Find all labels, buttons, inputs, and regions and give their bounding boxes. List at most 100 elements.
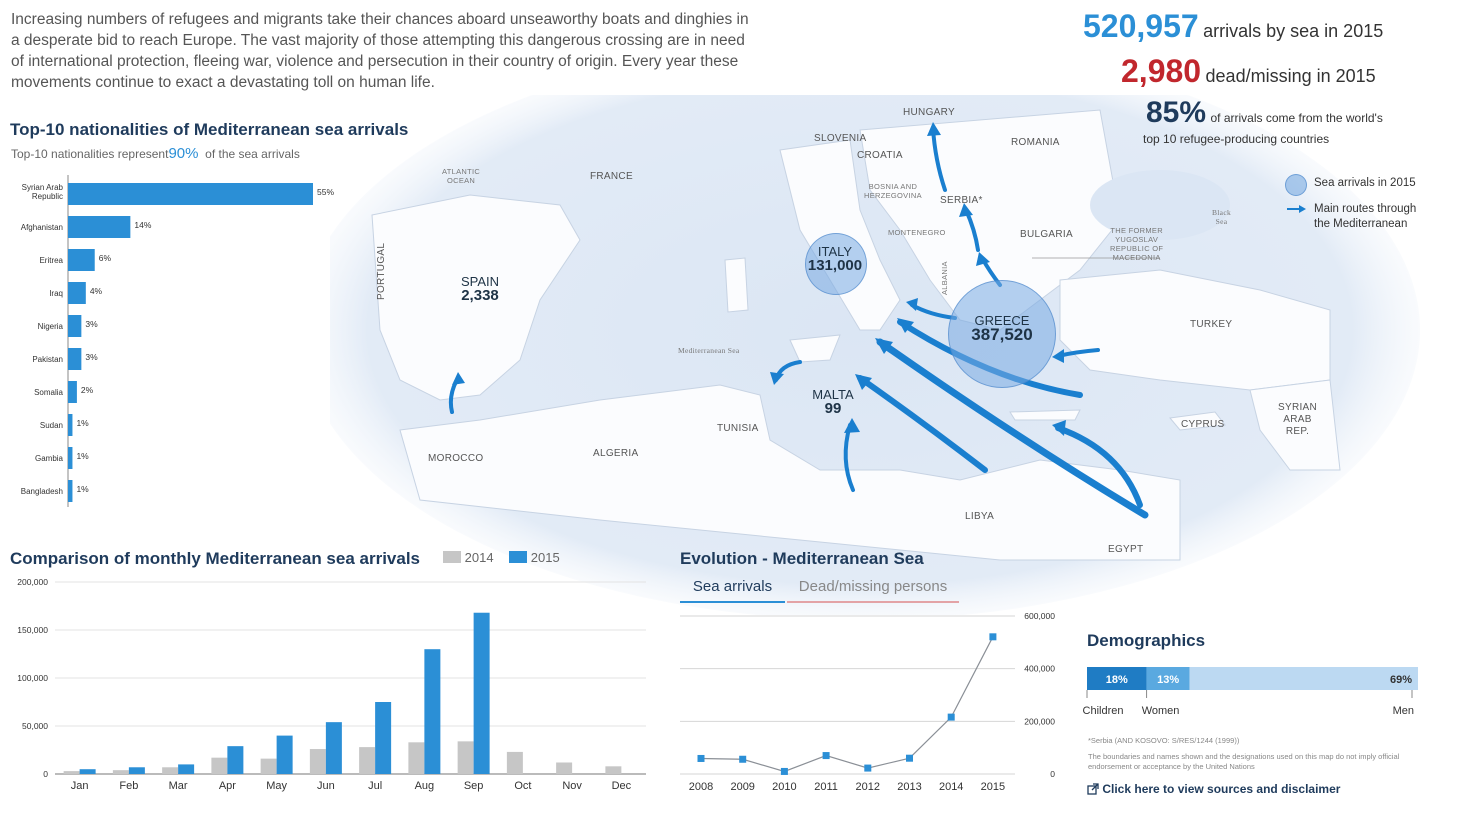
evolution-point — [697, 754, 705, 762]
nationality-value-label: 55% — [317, 187, 334, 197]
nationality-bar — [68, 414, 73, 436]
slovenia-label: SLOVENIA — [814, 133, 867, 144]
malta-label: MALTA 99 — [805, 387, 861, 417]
monthly-x-tick: Dec — [612, 780, 632, 792]
monthly-bar-2015 — [128, 767, 145, 774]
monthly-bar-2014 — [211, 757, 228, 774]
pct-value: 85% — [1146, 96, 1207, 129]
monthly-legend: 2014 2015 — [443, 550, 560, 565]
footnote-disclaimer: The boundaries and names shown and the d… — [1088, 752, 1400, 771]
greece-bubble[interactable] — [948, 280, 1056, 388]
monthly-x-tick: Sep — [464, 780, 484, 792]
route-egypt-italy — [876, 338, 1149, 519]
arrowhead-malta — [844, 418, 860, 433]
fyrom-label: THE FORMER YUGOSLAV REPUBLIC OF MACEDONIA — [1110, 226, 1163, 262]
sources-link[interactable]: Click here to view sources and disclaime… — [1087, 782, 1340, 796]
dead-label: dead/missing in 2015 — [1205, 66, 1376, 86]
black-sea-line-1: Black — [1212, 208, 1231, 217]
nationality-value-label: 1% — [76, 451, 89, 461]
demographics-segment — [1087, 667, 1147, 690]
monthly-bar-2014 — [260, 758, 277, 774]
evolution-point — [780, 767, 788, 775]
subtitle-pre: Top-10 nationalities represent — [11, 147, 169, 161]
nationalities-subtitle: Top-10 nationalities represent90% of the… — [11, 145, 300, 162]
arrowhead-sicily — [770, 372, 784, 385]
evolution-point — [989, 633, 997, 641]
bosnia-line-1: BOSNIA AND — [868, 182, 918, 191]
sources-link-label: Click here to view sources and disclaime… — [1102, 782, 1341, 796]
tunisia-label: TUNISIA — [717, 423, 759, 434]
arrowhead-turkey-greece — [1052, 349, 1064, 363]
monthly-bar-2015 — [424, 649, 441, 774]
nationality-bar — [68, 282, 86, 304]
nationality-category-label: Sudan — [40, 421, 63, 430]
land-crete — [1009, 409, 1081, 421]
land-sicily — [789, 334, 841, 363]
italy-value: 131,000 — [807, 257, 863, 274]
demographics-chart: 18% Children 13% Women 69% Men — [1083, 667, 1418, 717]
atlantic-line-2: OCEAN — [446, 176, 476, 185]
legend-2014-swatch — [443, 551, 461, 563]
evolution-y-tick: 600,000 — [1024, 611, 1055, 621]
tab-sea-arrivals[interactable]: Sea arrivals — [680, 578, 785, 603]
arrowhead-hungary — [927, 122, 941, 136]
nationality-category-label: Republic — [32, 192, 63, 201]
evolution-point — [864, 764, 872, 772]
greece-value: 387,520 — [971, 325, 1033, 344]
albania-label: ALBANIA — [940, 261, 949, 295]
route-legend-icon — [1287, 205, 1306, 213]
nationalities-title: Top-10 nationalities of Mediterranean se… — [10, 120, 409, 139]
demographics-title: Demographics — [1087, 631, 1206, 650]
bosnia-line-2: HERZEGOVINA — [864, 191, 922, 200]
monthly-bar-2014 — [162, 767, 179, 774]
nationality-value-label: 2% — [81, 385, 94, 395]
external-link-icon — [1087, 783, 1099, 795]
evolution-point — [947, 713, 955, 721]
arrowhead-libya-italy — [855, 374, 872, 390]
arrowhead-east-italy — [897, 318, 914, 333]
syria-label: SYRIAN ARAB REP. — [1278, 402, 1317, 438]
evolution-x-tick: 2012 — [856, 781, 880, 793]
italy-bubble[interactable] — [805, 233, 867, 295]
arrowhead-serbia — [959, 203, 973, 217]
evolution-y-tick: 0 — [1050, 769, 1055, 779]
monthly-y-tick: 50,000 — [22, 721, 48, 731]
nationality-category-label: Pakistan — [32, 355, 63, 364]
legend-2015: 2015 — [530, 550, 560, 565]
italy-label: ITALY 131,000 — [797, 245, 873, 274]
syria-line-1: SYRIAN — [1278, 402, 1318, 413]
subtitle-value: 90% — [168, 145, 199, 162]
arrowhead-greece-italy — [906, 298, 918, 311]
nationality-bar — [68, 447, 73, 469]
arrowhead-egypt-crete — [1052, 420, 1066, 436]
algeria-label: ALGERIA — [593, 448, 639, 459]
monthly-bar-2015 — [375, 702, 392, 774]
route-egypt-crete — [1055, 425, 1143, 508]
monthly-bar-2014 — [359, 747, 376, 774]
monthly-bar-2014 — [506, 751, 523, 774]
land-sardinia — [724, 257, 749, 313]
monthly-chart: 0 50,000 100,000 150,000 200,000 Jan Feb Mar Apr… — [17, 577, 646, 792]
malta-name: MALTA — [812, 387, 854, 402]
monthly-x-tick: Feb — [119, 780, 138, 792]
monthly-x-tick: May — [266, 780, 287, 792]
nationality-bar — [68, 315, 82, 337]
serbia-label: SERBIA* — [940, 195, 983, 206]
atlantic-line-1: ATLANTIC — [442, 167, 481, 176]
tab-dead-missing[interactable]: Dead/missing persons — [787, 578, 959, 603]
nationality-value-label: 6% — [99, 253, 112, 263]
turkey-label: TURKEY — [1190, 319, 1233, 330]
arrowhead-spain — [452, 372, 465, 385]
bulgaria-label: BULGARIA — [1020, 229, 1073, 240]
evolution-y-tick: 400,000 — [1024, 664, 1055, 674]
subtitle-post: of the sea arrivals — [205, 147, 300, 161]
monthly-bar-2015 — [473, 612, 490, 774]
demographics-value-label: 18% — [1106, 674, 1128, 686]
land-iberia — [371, 194, 581, 401]
fyrom-line-1: THE FORMER — [1110, 226, 1163, 235]
arrowhead-greece-fyrom — [976, 252, 990, 266]
route-arrowheads — [452, 122, 1066, 436]
monthly-bar-2014 — [556, 762, 573, 774]
nationality-category-label: Iraq — [49, 289, 63, 298]
